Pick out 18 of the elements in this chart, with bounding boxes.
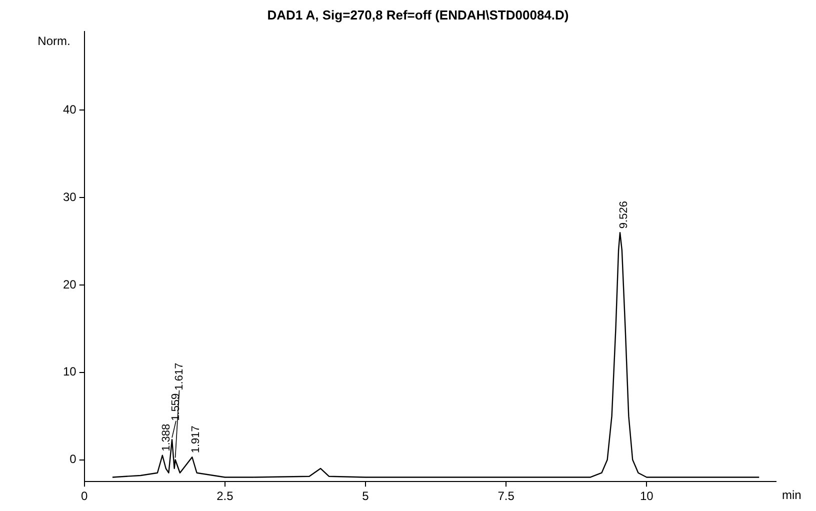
y-tick-label: 20 bbox=[62, 277, 77, 292]
annotation: 9.526 bbox=[618, 201, 630, 229]
x-tick-label: 2.5 bbox=[216, 489, 234, 504]
x-tick-label: 0 bbox=[81, 489, 88, 504]
annotation: 1.617 bbox=[173, 362, 186, 390]
y-tick-label: 10 bbox=[62, 364, 77, 379]
x-tick-label: 10 bbox=[640, 489, 654, 504]
y-tick-label: 30 bbox=[62, 190, 77, 204]
y-axis-title: Norm. bbox=[38, 34, 70, 48]
x-tick-label: 7.5 bbox=[498, 489, 515, 504]
chart-title: DAD1 A, Sig=270,8 Ref=off (ENDAH\STD00084.D) bbox=[267, 7, 569, 22]
x-axis-title: min bbox=[782, 488, 802, 502]
annotation: 1.559 bbox=[170, 393, 182, 421]
x-tick-label: 5 bbox=[362, 489, 370, 504]
y-tick-label: 0 bbox=[70, 452, 77, 466]
annotation: 1.917 bbox=[190, 426, 202, 454]
annotation: 1.388 bbox=[160, 424, 172, 452]
y-tick-label: 40 bbox=[62, 102, 77, 117]
